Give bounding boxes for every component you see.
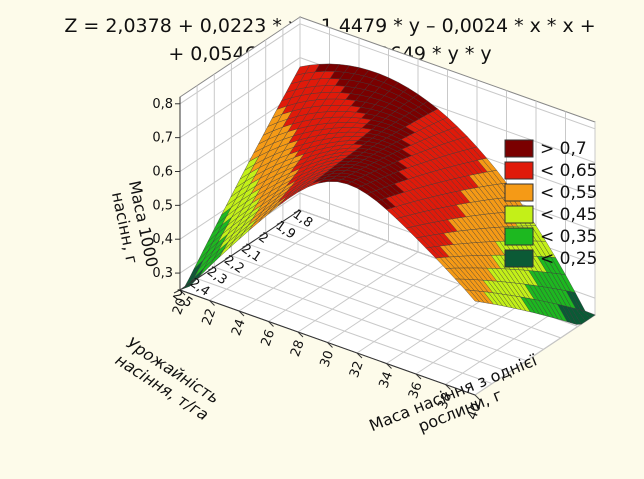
x-tick-label: 38 xyxy=(436,391,456,412)
x-tick-label: 40 xyxy=(465,401,485,422)
x-tick-mark xyxy=(386,363,392,369)
legend-label: > 0,7 xyxy=(540,139,587,159)
z-tick-label: 0,7 xyxy=(152,131,173,146)
x-tick-mark xyxy=(474,394,481,401)
y-tick-mark xyxy=(225,255,232,260)
y-tick-mark xyxy=(190,278,198,283)
legend-swatch xyxy=(504,183,534,202)
x-tick-label: 26 xyxy=(259,328,279,349)
x-tick-mark xyxy=(209,300,215,306)
x-tick-label: 32 xyxy=(347,359,367,380)
x-tick-mark xyxy=(356,352,363,359)
x-tick-label: 34 xyxy=(377,370,397,391)
x-tick-mark xyxy=(179,289,186,296)
legend-swatch xyxy=(504,227,534,246)
z-tick-label: 0,3 xyxy=(152,266,173,281)
y-tick-mark xyxy=(293,209,301,214)
z-tick-label: 0,4 xyxy=(152,232,173,247)
legend-label: < 0,65 xyxy=(540,161,598,181)
y-tick-mark xyxy=(208,266,215,271)
x-tick-label: 30 xyxy=(318,349,338,370)
x-tick-mark xyxy=(415,373,422,380)
x-tick-label: 22 xyxy=(200,307,220,328)
x-tick-mark xyxy=(445,384,451,390)
legend-swatch xyxy=(504,205,534,224)
legend-label: < 0,55 xyxy=(540,183,598,203)
z-tick-label: 0,8 xyxy=(152,97,173,112)
y-tick-mark xyxy=(173,289,181,294)
y-tick-mark xyxy=(242,243,249,248)
legend: > 0,7< 0,65< 0,55< 0,45< 0,35< 0,25 xyxy=(504,139,598,269)
x-tick-label: 28 xyxy=(288,338,308,359)
x-tick-mark xyxy=(268,321,274,327)
z-tick-label: 0,6 xyxy=(152,164,173,179)
x-tick-mark xyxy=(327,342,333,348)
legend-label: < 0,25 xyxy=(540,249,598,269)
legend-swatch xyxy=(504,161,534,180)
surface-cell xyxy=(580,309,596,319)
x-tick-mark xyxy=(297,331,304,338)
legend-swatch xyxy=(504,249,534,268)
x-tick-label: 36 xyxy=(406,380,426,401)
legend-swatch xyxy=(504,139,534,158)
z-tick-label: 0,5 xyxy=(152,198,173,213)
y-tick-mark xyxy=(259,232,266,237)
x-tick-label: 20 xyxy=(170,296,190,317)
title-line-1: Z = 2,0378 + 0,0223 * x – 1,4479 * y – 0… xyxy=(64,15,595,37)
x-tick-mark xyxy=(238,310,245,317)
legend-label: < 0,35 xyxy=(540,227,598,247)
x-tick-label: 24 xyxy=(229,317,249,338)
y-tick-mark xyxy=(276,220,284,225)
legend-label: < 0,45 xyxy=(540,205,598,225)
